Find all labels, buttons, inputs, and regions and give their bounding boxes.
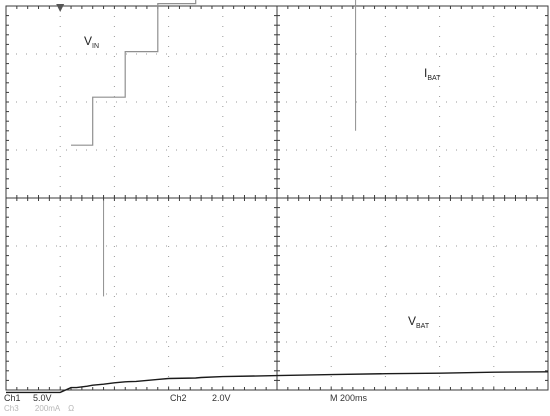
- timebase-readout: M 200ms: [330, 393, 367, 403]
- trace-labels: VIN IBAT VBAT: [84, 34, 441, 330]
- ch3-readout: Ch3 200mA Ω: [4, 404, 74, 413]
- ch1-scale: 5.0V: [33, 393, 52, 403]
- trigger-position-marker: [56, 4, 65, 12]
- ch3-scale: 200mA: [34, 404, 60, 413]
- ch1-label: Ch1: [4, 393, 21, 403]
- ch2-scale-readout: 2.0V: [212, 393, 231, 403]
- trace-ibat: [71, 0, 197, 146]
- ch1-scale-readout: 5.0V: [33, 393, 52, 403]
- ch2-scale: 2.0V: [212, 393, 231, 403]
- vin-label: VIN: [84, 34, 99, 50]
- ch2-label: Ch2: [170, 393, 187, 403]
- trace-vbat: [6, 371, 549, 394]
- ch1-readout: Ch1: [4, 393, 21, 403]
- ch2-readout: Ch2: [170, 393, 187, 403]
- markers: ←: [56, 4, 65, 12]
- timebase: M 200ms: [330, 393, 368, 403]
- vbat-label: VBAT: [408, 314, 430, 330]
- graticule: [5, 5, 549, 391]
- ch3-label: Ch3: [4, 404, 19, 413]
- ibat-label: IBAT: [424, 66, 441, 82]
- ch3-coupling: Ω: [68, 404, 75, 413]
- traces: [6, 0, 549, 394]
